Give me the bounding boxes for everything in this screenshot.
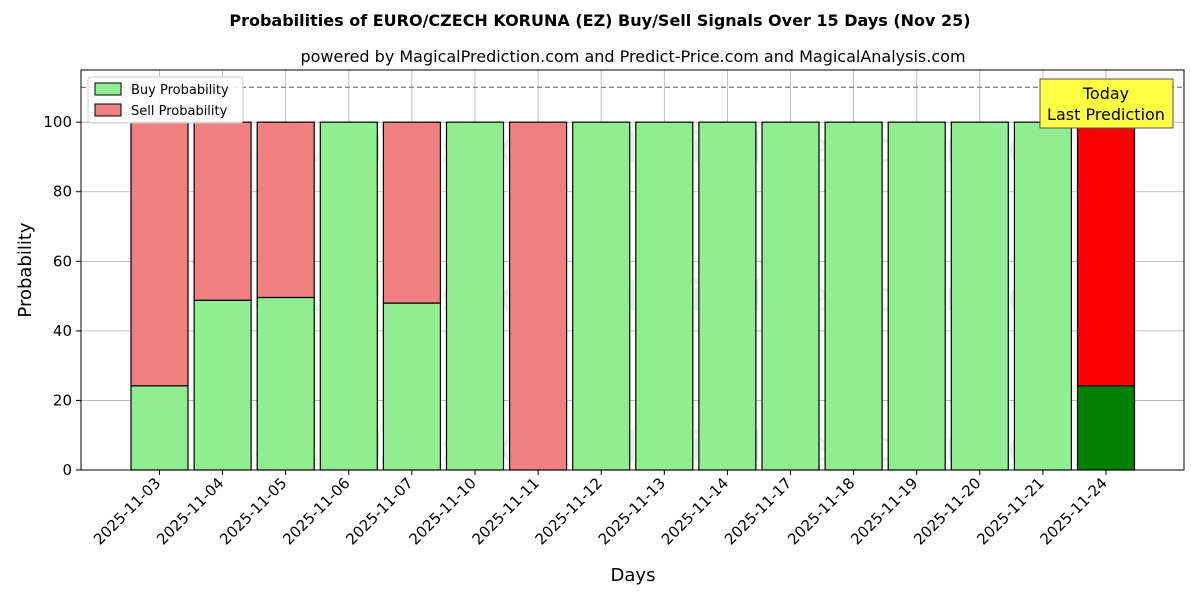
y-tick-label: 0 [62, 461, 72, 479]
buy-bar [950, 121, 1009, 471]
x-tick-label: 2025-11-04 [153, 474, 227, 548]
buy-bar [256, 296, 315, 471]
y-tick-label: 20 [53, 391, 72, 409]
annotation-line1: Today [1082, 84, 1129, 103]
plot-frame [80, 69, 1185, 471]
buy-bar [319, 121, 378, 471]
x-tick-label: 2025-11-07 [342, 474, 416, 548]
x-tick-label: 2025-11-10 [405, 474, 479, 548]
x-tick-label: 2025-11-19 [847, 474, 921, 548]
x-tick-label: 2025-11-11 [469, 474, 543, 548]
sell-bar [193, 121, 252, 301]
x-tick-label: 2025-11-21 [973, 474, 1047, 548]
buy-bar [445, 121, 505, 471]
x-tick-label: 2025-11-20 [910, 474, 984, 548]
x-tick-label: 2025-11-06 [279, 474, 353, 548]
legend-label-buy: Buy Probability [131, 83, 229, 98]
buy-bar [1076, 385, 1136, 471]
sell-bar [382, 121, 441, 304]
y-tick-label: 100 [43, 113, 72, 131]
chart-title: Probabilities of EURO/CZECH KORUNA (EZ) … [229, 11, 970, 30]
y-tick-label: 40 [53, 322, 72, 340]
annotation-line2: Last Prediction [1047, 105, 1165, 124]
y-tick-label: 80 [53, 183, 72, 201]
buy-bar [130, 385, 189, 471]
chart-subtitle: powered by MagicalPrediction.com and Pre… [300, 47, 965, 66]
buy-bar [887, 121, 946, 471]
y-tick-label: 60 [53, 252, 72, 270]
annotation-box [1039, 78, 1174, 129]
buy-bar [698, 121, 757, 471]
today-annotation: Today Last Prediction [1039, 78, 1174, 129]
sell-bar [509, 121, 568, 471]
legend-swatch-sell [94, 103, 122, 117]
legend: Buy Probability Sell Probability [87, 76, 244, 124]
legend-box [87, 76, 244, 124]
x-tick-label: 2025-11-03 [90, 474, 164, 548]
x-tick-label: 2025-11-12 [532, 474, 606, 548]
sell-bar [130, 121, 189, 387]
x-tick-label: 2025-11-17 [721, 474, 795, 548]
x-tick-label: 2025-11-24 [1036, 474, 1110, 548]
sell-bar [1076, 121, 1136, 387]
legend-label-sell: Sell Probability [131, 104, 228, 119]
buy-bar [635, 121, 694, 471]
buy-bar [824, 121, 883, 471]
buy-bar [1013, 121, 1073, 471]
y-axis-label: Probability [15, 222, 36, 317]
buy-bar [193, 299, 252, 471]
x-tick-label: 2025-11-14 [658, 474, 732, 548]
x-tick-label: 2025-11-05 [216, 474, 290, 548]
buy-bar [572, 121, 631, 471]
buy-bar [761, 121, 820, 471]
sell-bar [256, 121, 315, 299]
x-tick-label: 2025-11-13 [595, 474, 669, 548]
buy-bar [382, 302, 441, 471]
x-axis-label: Days [611, 565, 656, 586]
x-tick-label: 2025-11-18 [784, 474, 858, 548]
legend-swatch-buy [94, 82, 122, 96]
